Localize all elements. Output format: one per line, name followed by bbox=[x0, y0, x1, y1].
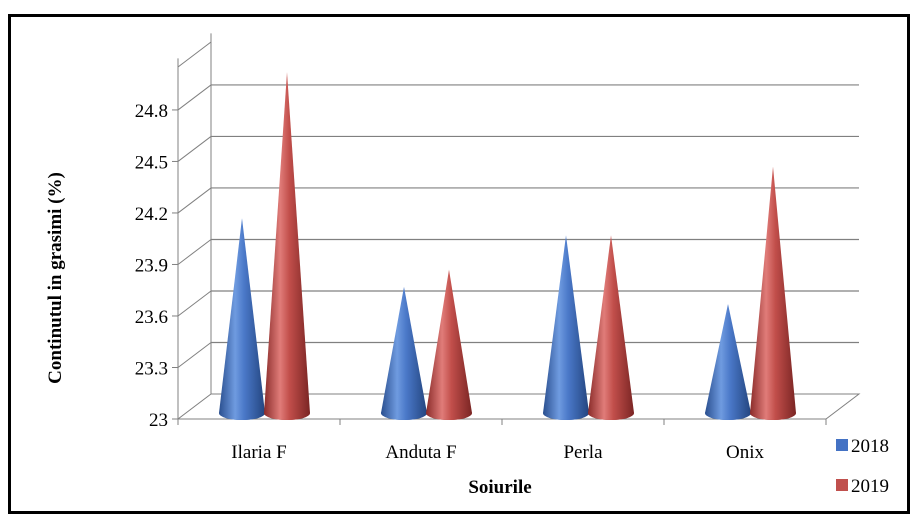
cone-body bbox=[381, 286, 427, 420]
y-tick-label: 24.5 bbox=[135, 152, 168, 173]
legend-swatch-2018 bbox=[836, 439, 848, 451]
cone-body bbox=[588, 235, 634, 420]
x-axis-title: Soiurile bbox=[468, 477, 531, 498]
cone-2018-ilaria-f bbox=[219, 218, 265, 420]
gridline-side bbox=[177, 136, 212, 162]
y-tick-label: 23.6 bbox=[135, 307, 168, 328]
cone-2018-onix bbox=[705, 303, 751, 420]
gridline-top bbox=[177, 41, 212, 68]
legend: 2018 2019 bbox=[836, 436, 889, 497]
cone-2019-perla bbox=[588, 235, 634, 420]
cone-2019-onix bbox=[750, 166, 796, 420]
gridline-side bbox=[177, 290, 212, 317]
legend-label-2018: 2018 bbox=[851, 436, 889, 457]
x-tick-label: Onix bbox=[726, 442, 765, 463]
cone-body bbox=[750, 166, 796, 420]
x-tick-label: Anduta F bbox=[385, 442, 456, 463]
gridline-side bbox=[177, 239, 212, 265]
gridline-side bbox=[177, 84, 212, 111]
y-tick-label: 23 bbox=[149, 410, 168, 431]
gridlines bbox=[177, 41, 859, 368]
y-tick-label: 23.3 bbox=[135, 358, 168, 379]
cone-body bbox=[426, 269, 472, 420]
y-tick-label: 23.9 bbox=[135, 255, 168, 276]
y-axis-title: Continutul in grasimi (%) bbox=[45, 172, 66, 384]
cone-2019-ilaria-f bbox=[264, 72, 310, 420]
cone-body bbox=[705, 303, 751, 420]
y-tick-labels: 23 23.3 23.6 23.9 24.2 24.5 24.8 bbox=[135, 101, 178, 431]
x-tick-label: Ilaria F bbox=[231, 442, 286, 463]
cone-body bbox=[219, 218, 265, 420]
cone-2019-anduta-f bbox=[426, 269, 472, 420]
cone-2018-anduta-f bbox=[381, 286, 427, 420]
legend-swatch-2019 bbox=[836, 479, 848, 491]
gridline-side bbox=[177, 342, 212, 368]
cone-2018-perla bbox=[543, 235, 589, 420]
x-tick-labels: Ilaria F Anduta F Perla Onix bbox=[177, 419, 827, 463]
cone-body bbox=[264, 72, 310, 420]
legend-label-2019: 2019 bbox=[851, 476, 889, 497]
gridline-side bbox=[177, 187, 212, 214]
cone-body bbox=[543, 235, 589, 420]
chart-frame bbox=[8, 14, 910, 514]
y-tick-label: 24.2 bbox=[135, 204, 168, 225]
cone-marks bbox=[219, 72, 796, 420]
y-tick-label: 24.8 bbox=[135, 101, 168, 122]
x-tick-label: Perla bbox=[563, 442, 603, 463]
